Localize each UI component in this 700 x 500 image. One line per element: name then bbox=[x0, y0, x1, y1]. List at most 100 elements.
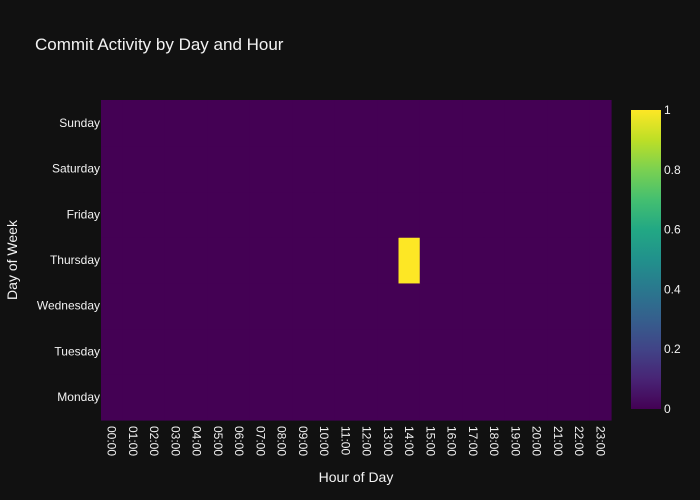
y-axis-ticks: Monday Tuesday Wednesday Thursday Friday Satu… bbox=[37, 116, 100, 404]
heatmap-cell bbox=[377, 100, 400, 147]
x-tick-label: 01:00 bbox=[126, 426, 140, 456]
heatmap-cell bbox=[504, 100, 527, 147]
heatmap-cell bbox=[164, 282, 187, 330]
heatmap-cell bbox=[419, 237, 442, 284]
heatmap-cell bbox=[483, 237, 506, 284]
y-axis-title: Day of Week bbox=[4, 219, 20, 300]
heatmap-cell bbox=[122, 100, 145, 147]
colorbar-ticks: 0 0.2 0.4 0.6 0.8 1 bbox=[664, 103, 681, 416]
heatmap-cell bbox=[292, 374, 315, 421]
heatmap-cell bbox=[483, 145, 506, 193]
y-tick-label: Monday bbox=[57, 390, 100, 404]
colorbar-tick-label: 0.2 bbox=[664, 342, 681, 356]
heatmap-cell bbox=[101, 237, 123, 284]
heatmap-cell bbox=[504, 145, 527, 193]
heatmap-cell bbox=[186, 374, 208, 421]
heatmap-cell bbox=[271, 191, 293, 238]
heatmap-cell bbox=[292, 145, 315, 193]
heatmap-cell bbox=[441, 282, 463, 330]
x-tick-label: 09:00 bbox=[296, 426, 310, 456]
y-tick-label: Saturday bbox=[52, 162, 100, 176]
heatmap-cell bbox=[143, 191, 166, 238]
heatmap-cell bbox=[207, 191, 230, 238]
heatmap-cell bbox=[547, 100, 570, 147]
heatmap-cell bbox=[122, 237, 145, 284]
heatmap-cell bbox=[164, 191, 187, 238]
heatmap-cell bbox=[419, 328, 442, 375]
heatmap-cell bbox=[589, 191, 612, 238]
y-tick-label: Friday bbox=[67, 207, 100, 221]
heatmap-cell bbox=[334, 282, 357, 330]
heatmap-cell bbox=[271, 100, 293, 147]
heatmap-cell bbox=[249, 191, 272, 238]
heatmap-cell bbox=[547, 282, 570, 330]
heatmap-cell bbox=[101, 374, 123, 421]
heatmap-cell bbox=[228, 328, 251, 375]
x-tick-label: 22:00 bbox=[572, 426, 586, 456]
heatmap-cell bbox=[504, 237, 527, 284]
heatmap-cell bbox=[441, 145, 463, 193]
heatmap-cell bbox=[547, 191, 570, 238]
heatmap-cell bbox=[271, 328, 293, 375]
heatmap-cell bbox=[228, 282, 251, 330]
heatmap-cell bbox=[207, 328, 230, 375]
heatmap-cell bbox=[143, 100, 166, 147]
x-tick-label: 03:00 bbox=[168, 426, 182, 456]
heatmap-cell bbox=[419, 191, 442, 238]
heatmap-cell bbox=[228, 191, 251, 238]
heatmap-cell bbox=[249, 100, 272, 147]
heatmap-cell bbox=[483, 191, 506, 238]
heatmap-cell bbox=[186, 328, 208, 375]
heatmap-cell bbox=[313, 328, 336, 375]
heatmap-cell bbox=[207, 282, 230, 330]
heatmap-cell bbox=[547, 145, 570, 193]
heatmap-cell bbox=[356, 374, 378, 421]
heatmap-cell bbox=[271, 282, 293, 330]
x-tick-label: 21:00 bbox=[551, 426, 565, 456]
heatmap-cell bbox=[441, 328, 463, 375]
heatmap-cell bbox=[122, 145, 145, 193]
heatmap-cell bbox=[207, 145, 230, 193]
heatmap-cell bbox=[462, 237, 485, 284]
heatmap-cell bbox=[164, 328, 187, 375]
heatmap-cell bbox=[186, 282, 208, 330]
heatmap-cell bbox=[483, 374, 506, 421]
heatmap-cell bbox=[526, 191, 548, 238]
x-tick-label: 02:00 bbox=[147, 426, 161, 456]
colorbar-tick-label: 0.8 bbox=[664, 163, 681, 177]
heatmap-cell bbox=[186, 145, 208, 193]
heatmap-cell bbox=[292, 328, 315, 375]
heatmap-cell bbox=[462, 374, 485, 421]
heatmap-cell bbox=[398, 282, 421, 330]
heatmap-cell bbox=[122, 282, 145, 330]
chart-title: Commit Activity by Day and Hour bbox=[35, 35, 284, 54]
heatmap-cell bbox=[356, 237, 378, 284]
x-tick-label: 14:00 bbox=[402, 426, 416, 456]
x-tick-label: 00:00 bbox=[105, 426, 119, 456]
heatmap-cell bbox=[398, 374, 421, 421]
heatmap-cell bbox=[377, 191, 400, 238]
heatmap-cell bbox=[377, 145, 400, 193]
heatmap-cell bbox=[526, 145, 548, 193]
heatmap-cell bbox=[483, 328, 506, 375]
heatmap-cell bbox=[228, 100, 251, 147]
heatmap-cell bbox=[398, 191, 421, 238]
heatmap-cells bbox=[101, 100, 612, 421]
x-tick-label: 12:00 bbox=[360, 426, 374, 456]
heatmap-cell bbox=[186, 191, 208, 238]
heatmap-cell bbox=[483, 100, 506, 147]
heatmap-cell bbox=[568, 328, 591, 375]
heatmap-cell bbox=[313, 191, 336, 238]
heatmap-cell bbox=[334, 145, 357, 193]
heatmap-cell bbox=[164, 237, 187, 284]
heatmap-cell bbox=[292, 100, 315, 147]
heatmap-cell bbox=[589, 145, 612, 193]
heatmap-cell bbox=[419, 145, 442, 193]
heatmap-cell bbox=[207, 100, 230, 147]
heatmap-cell bbox=[101, 100, 123, 147]
heatmap-cell bbox=[164, 145, 187, 193]
heatmap-cell bbox=[228, 374, 251, 421]
heatmap-cell bbox=[356, 328, 378, 375]
heatmap-cell bbox=[186, 237, 208, 284]
heatmap-cell bbox=[249, 374, 272, 421]
